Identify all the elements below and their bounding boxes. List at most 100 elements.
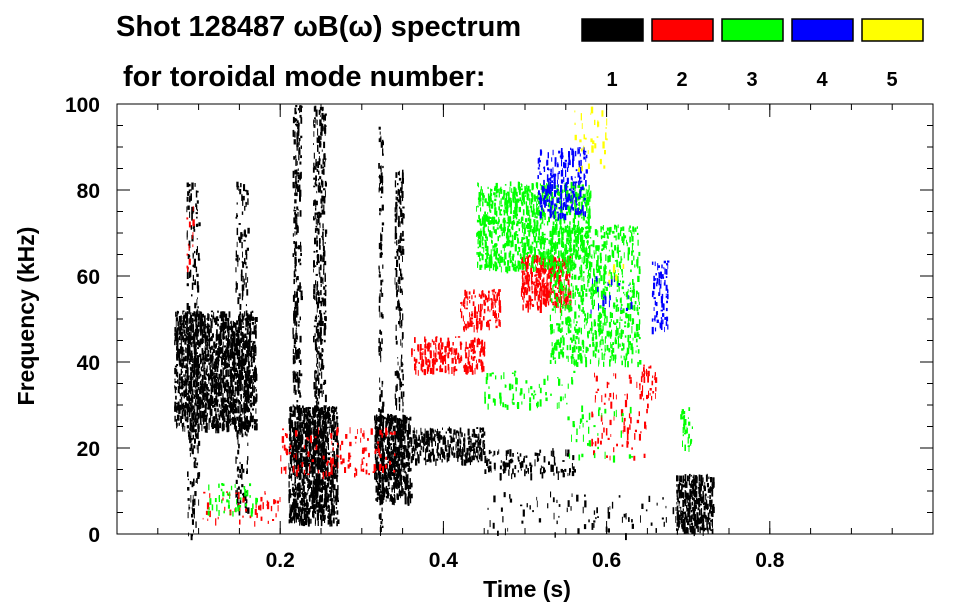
- spectral-mark: [223, 397, 226, 403]
- spectral-mark: [399, 245, 402, 253]
- spectral-mark: [211, 389, 214, 393]
- spectral-mark: [329, 463, 331, 466]
- spectral-mark: [295, 500, 298, 503]
- spectral-mark: [309, 445, 311, 448]
- spectral-mark: [395, 398, 397, 406]
- spectral-mark: [323, 263, 325, 270]
- spectral-mark: [224, 375, 226, 380]
- spectral-mark: [323, 154, 326, 160]
- spectral-mark: [318, 450, 320, 455]
- spectral-mark: [310, 423, 311, 429]
- spectral-mark: [230, 320, 232, 325]
- spectral-mark: [246, 254, 248, 260]
- spectral-mark: [302, 456, 305, 462]
- spectral-mark: [199, 353, 202, 357]
- spectral-mark: [231, 421, 233, 423]
- spectral-mark: [321, 297, 324, 302]
- spectral-mark: [236, 416, 239, 421]
- spectral-mark: [242, 315, 244, 318]
- spectral-mark: [196, 238, 198, 240]
- spectral-mark: [336, 417, 338, 424]
- spectral-mark: [477, 442, 479, 448]
- spectral-mark: [333, 406, 336, 413]
- spectral-mark: [382, 148, 384, 154]
- spectral-mark: [239, 370, 242, 376]
- spectral-mark: [187, 384, 190, 386]
- spectral-mark: [330, 509, 333, 516]
- spectral-mark: [238, 373, 240, 379]
- spectral-mark: [336, 478, 338, 482]
- spectral-mark: [301, 447, 305, 453]
- spectral-mark: [236, 320, 239, 325]
- spectral-mark: [378, 495, 380, 500]
- spectral-mark: [306, 474, 308, 479]
- spectral-mark: [378, 163, 380, 169]
- spectral-mark: [304, 439, 307, 447]
- spectral-mark: [337, 470, 339, 474]
- spectral-mark: [197, 432, 199, 440]
- spectral-mark: [186, 230, 188, 238]
- spectral-mark: [197, 394, 200, 400]
- spectral-mark: [236, 492, 239, 496]
- spectral-mark: [294, 492, 296, 498]
- spectral-mark: [292, 376, 295, 383]
- spectral-mark: [178, 409, 181, 415]
- spectral-mark: [298, 485, 301, 491]
- spectral-mark: [395, 340, 398, 345]
- spectral-mark: [199, 338, 201, 342]
- spectral-mark: [378, 491, 381, 496]
- spectral-mark: [294, 510, 297, 516]
- spectral-mark: [316, 446, 319, 450]
- spectral-mark: [335, 517, 338, 520]
- spectral-mark: [316, 119, 318, 126]
- spectral-mark: [226, 420, 228, 426]
- spectral-mark: [385, 418, 388, 421]
- spectral-mark: [394, 498, 396, 503]
- spectral-mark: [188, 390, 189, 393]
- legend-swatch-5: [861, 18, 924, 42]
- spectral-mark: [194, 302, 197, 309]
- spectral-mark: [316, 322, 319, 328]
- spectral-mark: [315, 207, 317, 211]
- spectral-mark: [467, 428, 470, 436]
- spectral-mark: [314, 419, 317, 424]
- spectral-mark: [250, 391, 253, 399]
- spectral-mark: [188, 240, 191, 249]
- spectral-mark: [233, 356, 235, 363]
- spectral-mark: [428, 443, 430, 446]
- spectral-mark: [463, 437, 466, 443]
- spectral-mark: [394, 218, 397, 223]
- spectral-mark: [297, 371, 299, 380]
- spectral-mark: [464, 459, 467, 466]
- spectral-mark: [190, 443, 193, 450]
- spectral-mark: [380, 244, 383, 251]
- spectral-mark: [321, 515, 323, 521]
- spectral-mark: [395, 335, 397, 340]
- spectral-mark: [402, 172, 404, 178]
- spectral-mark: [410, 467, 412, 471]
- spectral-mark: [398, 299, 400, 306]
- spectral-mark: [313, 185, 316, 188]
- spectral-mark: [313, 216, 315, 219]
- spectral-mark: [296, 456, 298, 460]
- spectral-mark: [303, 459, 305, 465]
- spectral-mark: [290, 455, 292, 458]
- spectral-mark: [234, 401, 236, 408]
- spectral-mark: [327, 457, 330, 461]
- spectral-mark: [319, 334, 322, 342]
- spectral-mark: [396, 493, 399, 499]
- spectral-mark: [308, 495, 311, 501]
- spectral-mark: [378, 479, 382, 483]
- spectral-mark: [296, 145, 298, 151]
- spectral-mark: [327, 448, 329, 450]
- spectral-mark: [241, 327, 242, 330]
- spectral-mark: [178, 354, 181, 362]
- spectral-mark: [207, 313, 209, 319]
- spectral-mark: [204, 347, 207, 353]
- spectral-mark: [177, 414, 179, 421]
- spectral-mark: [253, 375, 254, 380]
- spectral-mark: [241, 319, 244, 323]
- spectral-mark: [295, 223, 298, 230]
- spectral-mark: [304, 500, 306, 507]
- spectral-mark: [383, 491, 386, 498]
